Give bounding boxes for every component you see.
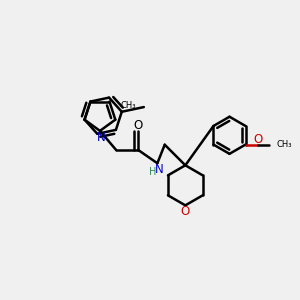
Text: CH₃: CH₃ bbox=[277, 140, 292, 149]
Text: CH₃: CH₃ bbox=[121, 101, 136, 110]
Text: N: N bbox=[97, 131, 106, 144]
Text: N: N bbox=[155, 163, 164, 176]
Text: O: O bbox=[181, 205, 190, 218]
Text: O: O bbox=[253, 133, 262, 146]
Text: H: H bbox=[149, 167, 156, 177]
Text: O: O bbox=[134, 119, 143, 132]
